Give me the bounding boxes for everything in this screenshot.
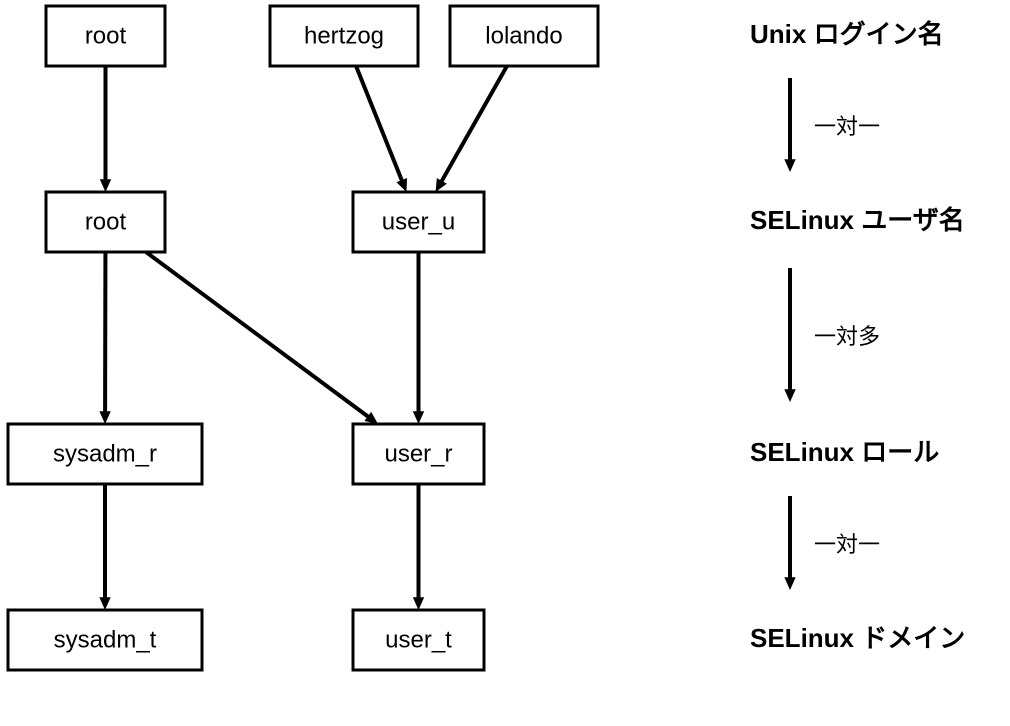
node-user_r-label: user_r	[384, 440, 452, 467]
node-root1: root	[46, 6, 165, 66]
node-hertzog: hertzog	[270, 6, 418, 66]
arrowhead-root1-to-root2	[100, 179, 111, 192]
row-label-1: SELinux ユーザ名	[750, 205, 965, 235]
node-hertzog-label: hertzog	[304, 22, 384, 49]
side-arrows-group: 一対一一対多一対一	[784, 78, 880, 590]
arrowhead-user_r-to-user_t	[413, 597, 424, 610]
nodes-group: roothertzoglolandorootuser_usysadm_ruser…	[8, 6, 598, 670]
node-sysadm_t: sysadm_t	[8, 610, 202, 670]
node-user_t-label: user_t	[385, 626, 452, 653]
node-user_u-label: user_u	[382, 208, 455, 235]
side-arrow-2-head	[784, 577, 795, 590]
node-user_t: user_t	[353, 610, 484, 670]
side-arrow-0-label: 一対一	[814, 114, 880, 139]
node-root1-label: root	[85, 22, 127, 49]
node-lolando-label: lolando	[485, 22, 562, 49]
node-sysadm_t-label: sysadm_t	[54, 626, 157, 653]
side-arrow-0-head	[784, 159, 795, 172]
edge-lolando-to-user_u	[440, 66, 507, 185]
arrowhead-root2-to-sysadm_r	[99, 411, 110, 424]
edge-root2-to-user_r	[146, 252, 371, 419]
row-label-0: Unix ログイン名	[750, 19, 944, 49]
side-arrow-1-label: 一対多	[814, 324, 880, 349]
node-user_u: user_u	[353, 192, 484, 252]
row-label-3: SELinux ドメイン	[750, 623, 965, 653]
node-sysadm_r-label: sysadm_r	[53, 440, 157, 467]
node-root2: root	[46, 192, 165, 252]
node-user_r: user_r	[353, 424, 484, 484]
edge-hertzog-to-user_u	[356, 66, 403, 184]
node-sysadm_r: sysadm_r	[8, 424, 202, 484]
edges-group	[99, 66, 507, 610]
side-arrow-1-head	[784, 389, 795, 402]
arrowhead-user_u-to-user_r	[413, 411, 424, 424]
arrowhead-sysadm_r-to-sysadm_t	[99, 597, 110, 610]
node-lolando: lolando	[450, 6, 598, 66]
row-label-2: SELinux ロール	[750, 437, 939, 467]
side-arrow-2-label: 一対一	[814, 532, 880, 557]
node-root2-label: root	[85, 208, 127, 235]
